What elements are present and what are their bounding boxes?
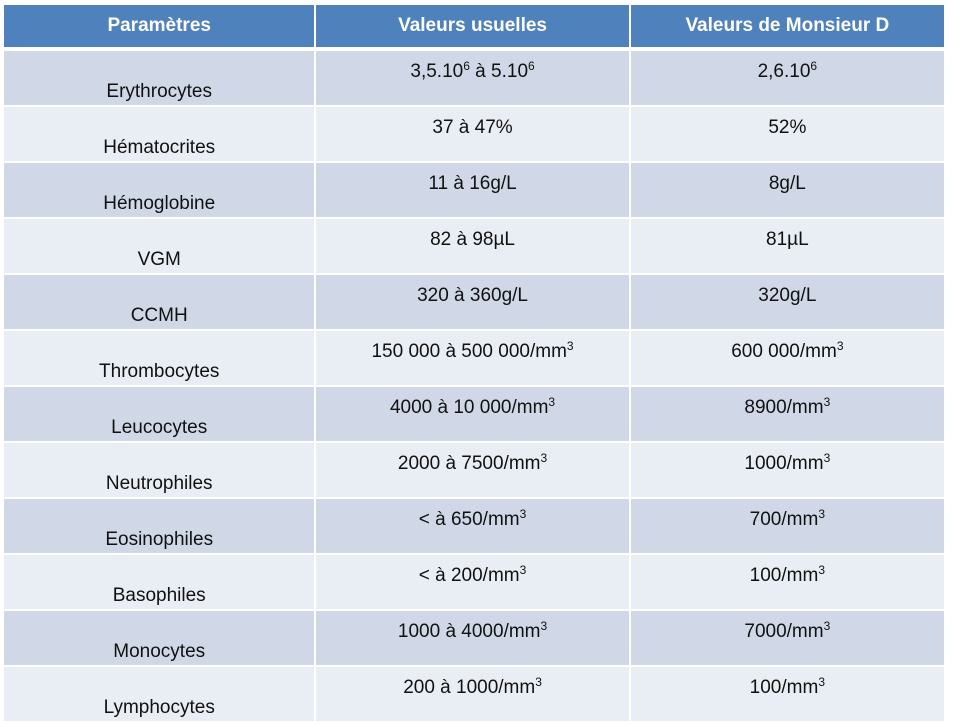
value-text: 8g/L	[768, 173, 806, 194]
exponent: 3	[548, 395, 556, 409]
cell-usual-value: 150 000 à 500 000/mm3	[316, 331, 631, 387]
exponent: 3	[823, 619, 831, 633]
cell-usual-value: 4000 à 10 000/mm3	[316, 387, 631, 443]
exponent: 3	[519, 563, 527, 577]
exponent: 3	[818, 563, 825, 577]
value-text: 37 à 47%	[432, 117, 513, 138]
header-valeurs-usuelles: Valeurs usuelles	[316, 5, 631, 51]
cell-patient-value: 100/mm3	[630, 667, 944, 723]
cell-parameter: Hémoglobine	[4, 163, 317, 219]
cell-parameter: Thrombocytes	[4, 331, 317, 387]
value-text: < à 650/mm	[418, 509, 520, 530]
cell-usual-value: 320 à 360g/L	[316, 275, 631, 331]
cell-patient-value: 8900/mm3	[630, 387, 944, 443]
value-text: 52%	[768, 117, 807, 138]
value-text: 150 000 à 500 000/mm	[371, 341, 567, 362]
value-text: 2,6.10	[757, 61, 811, 82]
table-body: Erythrocytes 3,5.106 à 5.106 2,6.106 Hémato…	[4, 51, 944, 723]
table-header-row: Paramètres Valeurs usuelles Valeurs de M…	[4, 5, 944, 51]
cell-usual-value: 11 à 16g/L	[316, 163, 631, 219]
exponent: 6	[810, 59, 818, 73]
exponent: 3	[519, 507, 527, 521]
exponent: 3	[823, 395, 831, 409]
cell-parameter: Erythrocytes	[4, 51, 317, 107]
value-text: 320g/L	[758, 285, 817, 306]
exponent: 3	[540, 451, 548, 465]
cell-patient-value: 81µL	[630, 219, 944, 275]
value-text: 11 à 16g/L	[428, 173, 517, 194]
cell-parameter: CCMH	[4, 275, 317, 331]
table-row: Erythrocytes 3,5.106 à 5.106 2,6.106	[4, 51, 944, 107]
cell-usual-value: < à 200/mm3	[316, 555, 631, 611]
exponent: 3	[535, 675, 542, 689]
cell-usual-value: 2000 à 7500/mm3	[316, 443, 631, 499]
value-text: 320 à 360g/L	[417, 285, 529, 306]
table-row: Leucocytes 4000 à 10 000/mm3 8900/mm3	[4, 387, 944, 443]
cell-parameter: Neutrophiles	[4, 443, 317, 499]
value-text: 700/mm	[749, 509, 819, 530]
value-text: 1000/mm	[744, 453, 824, 474]
exponent: 3	[566, 339, 574, 353]
blood-count-table: Paramètres Valeurs usuelles Valeurs de M…	[4, 5, 944, 723]
table-row: Thrombocytes 150 000 à 500 000/mm3 600 000…	[4, 331, 944, 387]
header-valeurs-patient: Valeurs de Monsieur D	[630, 5, 944, 51]
cell-patient-value: 100/mm3	[630, 555, 944, 611]
cell-patient-value: 700/mm3	[630, 499, 944, 555]
table-row: VGM 82 à 98µL 81µL	[4, 219, 944, 275]
value-text: 7000/mm	[744, 621, 824, 642]
exponent: 6	[463, 59, 470, 73]
cell-patient-value: 7000/mm3	[630, 611, 944, 667]
cell-patient-value: 2,6.106	[630, 51, 944, 107]
exponent: 3	[540, 619, 548, 633]
cell-parameter: Leucocytes	[4, 387, 317, 443]
value-text: à 5.10	[469, 61, 529, 82]
cell-usual-value: 37 à 47%	[316, 107, 631, 163]
cell-patient-value: 320g/L	[630, 275, 944, 331]
table-row: Hémoglobine 11 à 16g/L 8g/L	[4, 163, 944, 219]
cell-parameter: Monocytes	[4, 611, 317, 667]
cell-usual-value: < à 650/mm3	[316, 499, 631, 555]
cell-patient-value: 8g/L	[630, 163, 944, 219]
table-row: Hématocrites 37 à 47% 52%	[4, 107, 944, 163]
cell-parameter: Basophiles	[4, 555, 317, 611]
table-row: Eosinophiles < à 650/mm3 700/mm3	[4, 499, 944, 555]
value-text: 4000 à 10 000/mm	[389, 397, 549, 418]
value-text: 2000 à 7500/mm	[397, 453, 541, 474]
cell-parameter: VGM	[4, 219, 317, 275]
table-row: Neutrophiles 2000 à 7500/mm3 1000/mm3	[4, 443, 944, 499]
value-text: 600 000/mm	[731, 341, 837, 362]
cell-usual-value: 82 à 98µL	[316, 219, 631, 275]
value-text: 82 à 98µL	[430, 229, 515, 250]
value-text: 200 à 1000/mm	[403, 677, 536, 698]
cell-parameter: Lymphocytes	[4, 667, 317, 723]
value-text: 8900/mm	[744, 397, 824, 418]
exponent: 6	[528, 59, 535, 73]
cell-usual-value: 3,5.106 à 5.106	[316, 51, 631, 107]
cell-patient-value: 600 000/mm3	[630, 331, 944, 387]
cell-usual-value: 1000 à 4000/mm3	[316, 611, 631, 667]
table-row: Monocytes 1000 à 4000/mm3 7000/mm3	[4, 611, 944, 667]
value-text: 100/mm	[749, 677, 819, 698]
header-parametres: Paramètres	[4, 5, 317, 51]
table-row: CCMH 320 à 360g/L 320g/L	[4, 275, 944, 331]
value-text: 81µL	[766, 229, 809, 250]
table-row: Lymphocytes 200 à 1000/mm3 100/mm3	[4, 667, 944, 723]
exponent: 3	[818, 507, 825, 521]
value-text: 1000 à 4000/mm	[397, 621, 541, 642]
table-row: Basophiles < à 200/mm3 100/mm3	[4, 555, 944, 611]
cell-patient-value: 52%	[630, 107, 944, 163]
cell-parameter: Hématocrites	[4, 107, 317, 163]
cell-parameter: Eosinophiles	[4, 499, 317, 555]
exponent: 3	[823, 451, 831, 465]
exponent: 3	[818, 675, 825, 689]
cell-patient-value: 1000/mm3	[630, 443, 944, 499]
value-text: < à 200/mm	[418, 565, 520, 586]
value-text: 3,5.10	[410, 61, 464, 82]
cell-usual-value: 200 à 1000/mm3	[316, 667, 631, 723]
value-text: 100/mm	[749, 565, 819, 586]
exponent: 3	[836, 339, 844, 353]
